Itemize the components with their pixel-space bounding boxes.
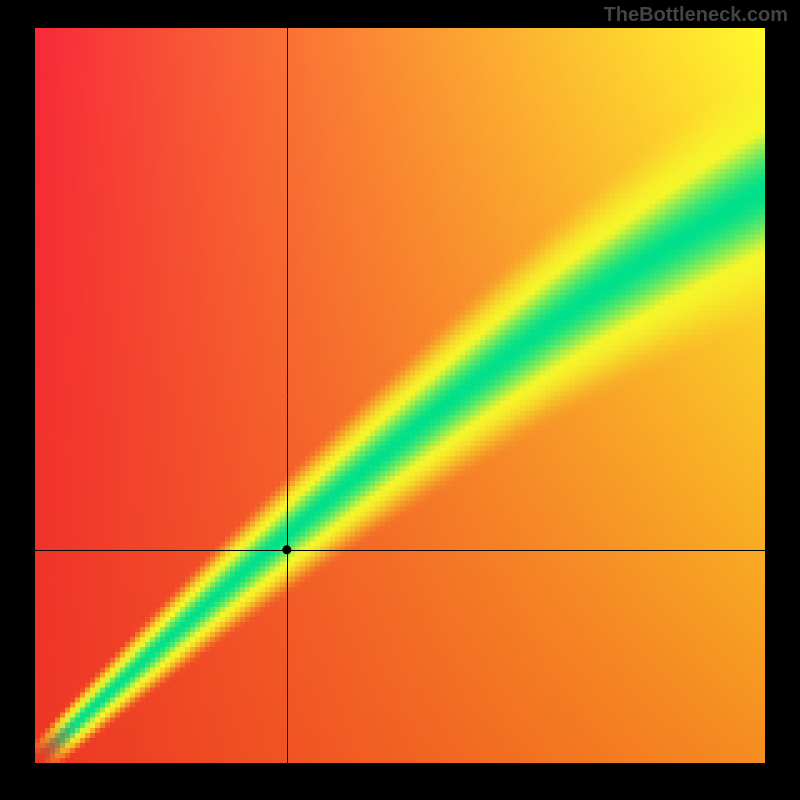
figure-root: TheBottleneck.com — [0, 0, 800, 800]
plot-area — [35, 28, 765, 763]
watermark-text: TheBottleneck.com — [604, 4, 788, 27]
crosshair-overlay — [35, 28, 765, 763]
